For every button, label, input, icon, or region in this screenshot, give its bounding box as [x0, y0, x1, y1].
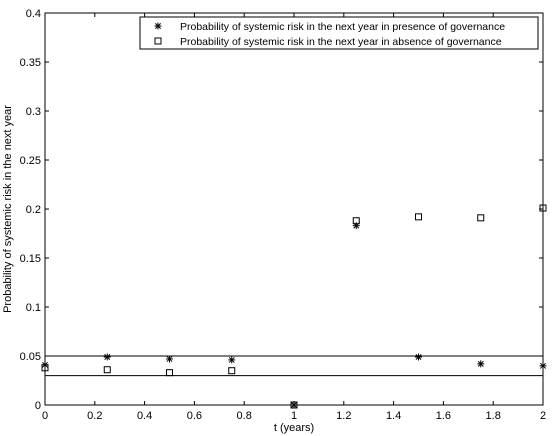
x-tick-label: 1.8 [486, 410, 501, 422]
data-point-no-governance [415, 213, 422, 221]
y-tick-label: 0.25 [20, 155, 41, 167]
x-tick-label: 1.6 [436, 410, 451, 422]
x-axis-label: t (years) [274, 422, 314, 434]
data-point-no-governance [103, 366, 111, 374]
data-point-governance [166, 355, 173, 363]
data-point-governance [290, 401, 298, 409]
data-point-no-governance [166, 369, 173, 377]
data-point-no-governance [477, 214, 485, 222]
data-point-no-governance [228, 367, 236, 375]
data-point-no-governance [41, 364, 49, 372]
data-point-governance [477, 360, 485, 368]
y-tick-label: 0 [35, 400, 41, 412]
x-tick-label: 0.8 [237, 410, 252, 422]
legend-entry-label: Probability of systemic risk in the next… [180, 21, 505, 33]
x-tick-label: 2 [540, 410, 546, 422]
x-tick-label: 0.4 [137, 410, 152, 422]
data-point-no-governance [539, 204, 547, 212]
data-point-governance [228, 356, 236, 364]
legend-box [139, 16, 539, 50]
data-point-no-governance [290, 401, 298, 409]
legend-marker-square [154, 37, 162, 45]
legend: Probability of systemic risk in the next… [139, 16, 539, 50]
x-tick-label: 0.6 [187, 410, 202, 422]
y-tick-label: 0.05 [20, 351, 41, 363]
data-point-governance [415, 353, 422, 361]
y-tick-label: 0.35 [20, 57, 41, 69]
y-axis-label: Probability of systemic risk in the next… [2, 105, 14, 313]
data-point-governance [103, 353, 111, 361]
y-tick-label: 0.1 [26, 302, 41, 314]
x-tick-label: 1.2 [336, 410, 351, 422]
x-tick-label: 1.4 [386, 410, 401, 422]
x-tick-label: 0.2 [87, 410, 102, 422]
y-tick-label: 0.2 [26, 204, 41, 216]
x-tick-label: 1 [291, 410, 297, 422]
data-point-governance [539, 362, 547, 370]
legend-entry-label: Probability of systemic risk in the next… [180, 36, 502, 48]
plot-area [44, 12, 544, 406]
data-point-no-governance [352, 217, 360, 225]
y-tick-label: 0.15 [20, 253, 41, 265]
data-point-governance [352, 222, 360, 230]
y-tick-label: 0.3 [26, 106, 41, 118]
x-tick-label: 0 [42, 410, 48, 422]
legend-marker-asterisk [154, 22, 162, 30]
y-tick-label: 0.4 [26, 8, 41, 20]
